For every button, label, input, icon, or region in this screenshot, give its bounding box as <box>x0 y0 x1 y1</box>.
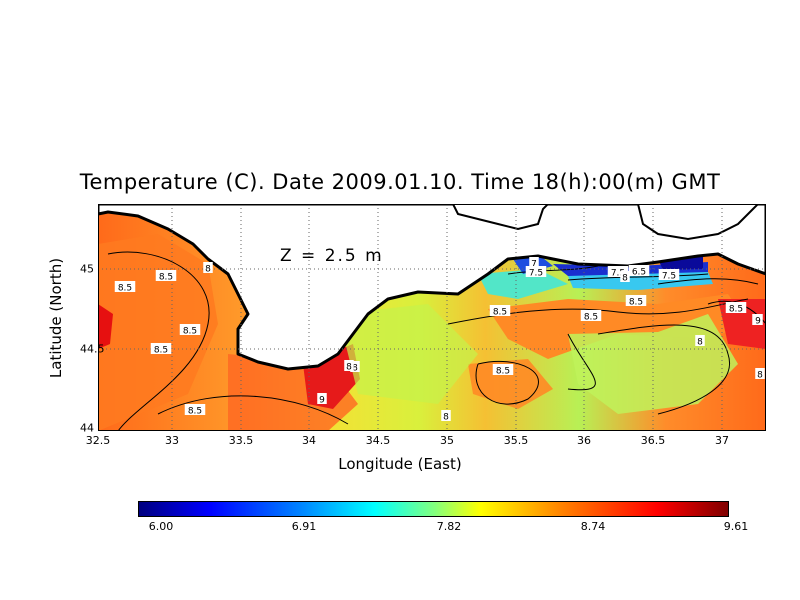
contour-label: 8.5 <box>154 346 168 356</box>
contour-label: 8.5 <box>159 273 173 283</box>
land-coastline <box>98 204 766 371</box>
contour-label: 8 <box>346 363 352 373</box>
contour-label: 8 <box>443 413 449 423</box>
contour-label-bg <box>753 314 763 325</box>
contour-label-bg <box>317 393 327 404</box>
contour-label-bg <box>620 271 630 282</box>
contour-label-bg <box>755 368 765 379</box>
colorbar-tick: 9.61 <box>723 520 749 533</box>
contour-label-bg <box>580 310 602 321</box>
x-tick: 33 <box>165 434 179 447</box>
hot-patch-west <box>98 304 113 349</box>
contour-label: 7.5 <box>529 269 543 279</box>
azov-coast <box>451 204 550 231</box>
colorbar-tick: 6.00 <box>148 520 174 533</box>
y-tick: 44.5 <box>80 342 105 356</box>
contour-label-bg <box>155 270 177 281</box>
contour-label: 7 <box>531 260 537 270</box>
warm-tongue <box>488 294 748 359</box>
contour-label: 8.5 <box>496 367 510 377</box>
contour-label-bg <box>350 361 360 372</box>
temperature-map: 8.58.58.58.58.58989888.58.577.57.56.57.5… <box>98 204 766 431</box>
x-tick: 35 <box>440 434 454 447</box>
colorbar-tick: 6.91 <box>291 520 317 533</box>
warm-eddy <box>468 359 553 409</box>
contour-label-bg <box>529 257 539 268</box>
contour-lines <box>107 251 766 431</box>
contour-label: 7.5 <box>611 269 625 279</box>
x-tick: 34.5 <box>365 434 391 447</box>
contour-label-bg <box>441 410 451 421</box>
contour-label-bg <box>150 343 172 354</box>
contour-label: 6.5 <box>632 268 646 278</box>
contour-label-bg <box>607 266 629 277</box>
y-tick: 45 <box>80 262 94 276</box>
grid-lines <box>98 204 766 431</box>
contour-label-bg <box>344 360 354 371</box>
cool-patch-central <box>338 304 478 404</box>
contour-label: 8 <box>757 371 763 381</box>
taman-coast <box>636 204 760 241</box>
y-tick: 44 <box>80 421 94 435</box>
x-axis-label: Longitude (East) <box>338 455 462 473</box>
contour-label: 8 <box>352 364 358 374</box>
contour-label-bg <box>658 269 680 280</box>
x-tick: 36 <box>577 434 591 447</box>
contour-label: 8 <box>697 338 703 348</box>
contour-label: 8.5 <box>584 313 598 323</box>
contour-label-bg <box>628 265 650 276</box>
contour-label-bg <box>203 262 213 273</box>
plot-title: Temperature (C). Date 2009.01.10. Time 1… <box>79 170 721 194</box>
x-tick: 32.5 <box>85 434 111 447</box>
contour-label-group: 8.58.58.58.58.58989888.58.577.57.56.57.5… <box>114 257 765 423</box>
contour-label-bg <box>114 281 136 292</box>
contour-label-bg <box>525 266 547 277</box>
contour-label-bg <box>492 364 514 375</box>
colorbar <box>138 501 729 517</box>
contour-label-bg <box>725 302 747 313</box>
contour-label: 8 <box>205 265 211 275</box>
contour-label-bg <box>625 295 647 306</box>
contour-label: 9 <box>755 317 761 327</box>
contour-label: 8.5 <box>188 407 202 417</box>
contour-label-bg <box>179 324 201 335</box>
x-tick: 34 <box>302 434 316 447</box>
y-axis-label: Latitude (North) <box>47 257 65 379</box>
contour-label: 8.5 <box>629 298 643 308</box>
x-tick: 36.5 <box>640 434 666 447</box>
contour-label: 8 <box>622 274 628 284</box>
contour-label-bg <box>184 404 206 415</box>
contour-label: 8.5 <box>493 308 507 318</box>
contour-label: 8.5 <box>183 327 197 337</box>
contour-label: 8.5 <box>118 284 132 294</box>
x-tick: 33.5 <box>228 434 254 447</box>
contour-label: 9 <box>319 396 325 406</box>
colorbar-tick: 7.82 <box>436 520 462 533</box>
depth-label: Z = 2.5 m <box>280 246 384 266</box>
contour-label-bg <box>695 335 705 346</box>
x-tick: 35.5 <box>503 434 529 447</box>
contour-label: 8.5 <box>729 305 743 315</box>
map-frame <box>98 204 766 431</box>
contour-label: 7.5 <box>662 272 676 282</box>
contour-label-bg <box>489 305 511 316</box>
colorbar-tick: 8.74 <box>580 520 606 533</box>
x-tick: 37 <box>715 434 729 447</box>
map-canvas: 8.58.58.58.58.58989888.58.577.57.56.57.5… <box>98 204 766 431</box>
